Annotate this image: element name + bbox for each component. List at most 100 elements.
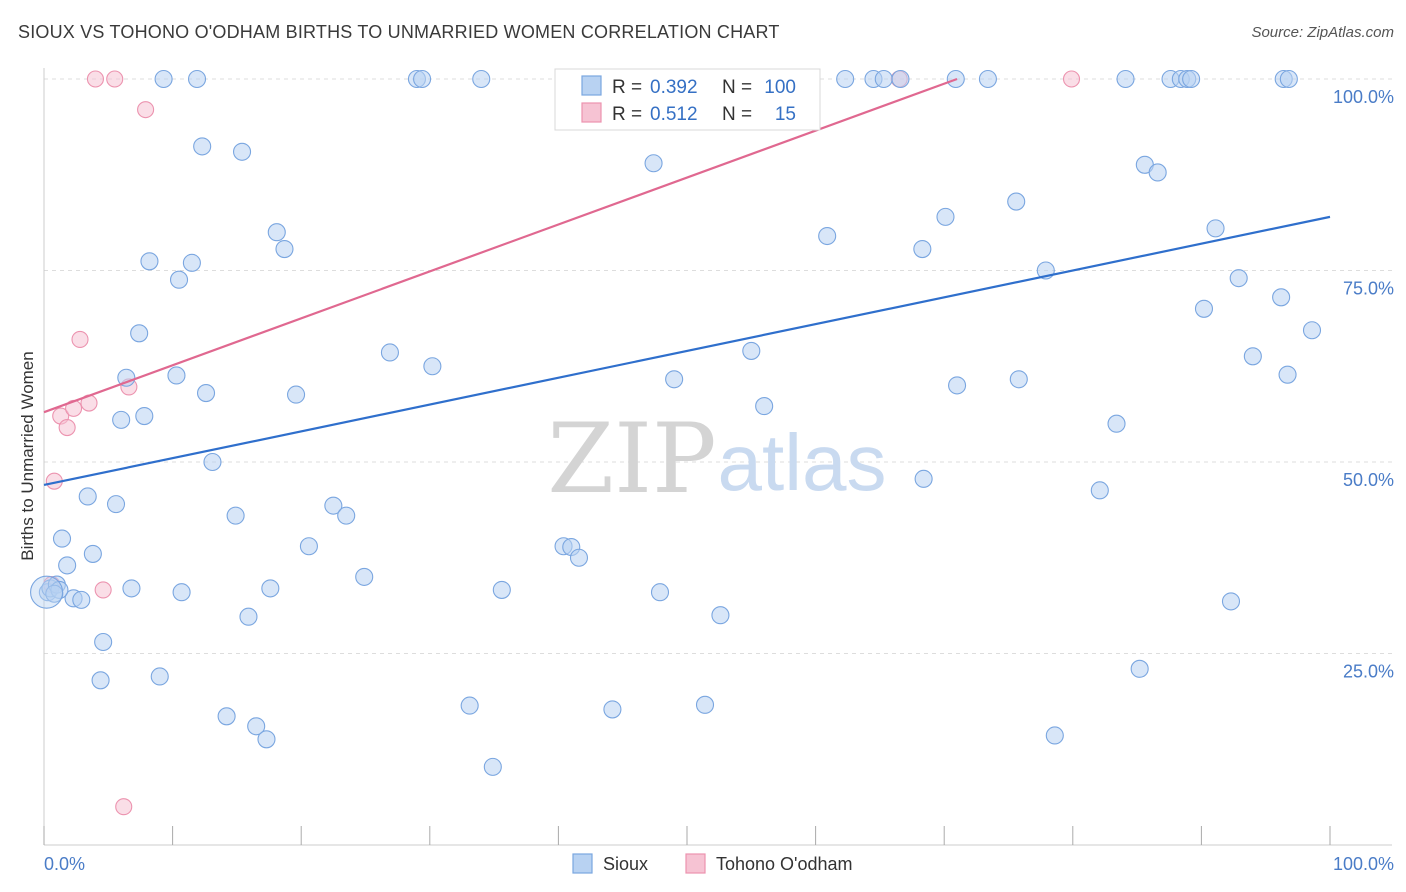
sioux-point bbox=[1148, 163, 1167, 182]
sioux-point bbox=[58, 556, 77, 575]
sioux-point bbox=[711, 606, 730, 625]
x-tick-label-min: 0.0% bbox=[44, 854, 85, 874]
legend-swatch-tohono bbox=[581, 102, 602, 123]
sioux-point bbox=[299, 537, 318, 556]
tohono-point bbox=[94, 581, 112, 599]
legend-r-value-tohono: 0.512 bbox=[650, 104, 698, 125]
sioux-point bbox=[891, 69, 910, 89]
sioux-point bbox=[755, 397, 774, 416]
sioux-point bbox=[83, 544, 102, 563]
watermark: ZIP atlas bbox=[547, 403, 886, 515]
sioux-point bbox=[94, 632, 113, 652]
sioux-point bbox=[460, 696, 479, 715]
sioux-point bbox=[569, 548, 589, 567]
sioux-point bbox=[257, 730, 276, 749]
sioux-point bbox=[140, 252, 159, 271]
legend-r-value-sioux: 0.392 bbox=[650, 77, 698, 98]
sioux-point bbox=[1007, 192, 1026, 211]
sioux-point bbox=[196, 384, 216, 403]
sioux-point bbox=[483, 757, 502, 776]
bottom-legend: Sioux Tohono O'odham bbox=[572, 853, 853, 874]
sioux-point bbox=[818, 226, 837, 246]
sioux-point bbox=[150, 667, 169, 686]
tohono-point bbox=[58, 418, 76, 437]
sioux-point bbox=[603, 700, 622, 719]
sioux-point bbox=[267, 223, 286, 242]
sioux-point bbox=[1302, 321, 1322, 340]
sioux-point bbox=[742, 341, 761, 360]
sioux-point bbox=[1107, 414, 1126, 433]
sioux-point bbox=[1279, 69, 1298, 89]
sioux-point bbox=[1221, 592, 1241, 611]
sioux-point bbox=[1229, 269, 1248, 288]
sioux-point bbox=[106, 495, 126, 514]
sioux-point bbox=[135, 406, 154, 426]
sioux-point bbox=[247, 717, 266, 736]
legend-r-label-tohono: R = bbox=[612, 104, 642, 125]
tohono-point bbox=[86, 70, 104, 88]
legend-n-value-tohono: 15 bbox=[775, 104, 796, 125]
sioux-point bbox=[874, 69, 893, 89]
sioux-point bbox=[914, 469, 933, 488]
bottom-legend-swatch-tohono bbox=[685, 853, 706, 874]
sioux-point bbox=[112, 410, 131, 429]
sioux-point bbox=[122, 579, 141, 598]
tohono-point bbox=[106, 70, 124, 88]
sioux-point bbox=[1090, 481, 1109, 500]
sioux-point bbox=[117, 368, 136, 387]
sioux-point bbox=[275, 240, 294, 259]
legend-swatch-sioux bbox=[581, 75, 602, 96]
sioux-point bbox=[1130, 659, 1149, 678]
sioux-point bbox=[261, 579, 280, 598]
sioux-point bbox=[492, 580, 511, 599]
gridlines bbox=[44, 78, 1392, 654]
sioux-point bbox=[287, 385, 306, 404]
sioux-point bbox=[1116, 69, 1135, 89]
sioux-points bbox=[30, 69, 1322, 776]
sioux-point bbox=[472, 69, 491, 89]
sioux-point bbox=[1045, 726, 1064, 745]
sioux-point bbox=[380, 343, 399, 362]
sioux-point bbox=[1206, 219, 1225, 238]
bottom-legend-swatch-sioux bbox=[572, 853, 593, 874]
sioux-point bbox=[72, 590, 91, 609]
sioux-point bbox=[695, 695, 715, 714]
bottom-legend-label-sioux: Sioux bbox=[603, 854, 648, 874]
sioux-point bbox=[978, 69, 997, 89]
sioux-point bbox=[423, 357, 442, 376]
chart-source: Source: ZipAtlas.com bbox=[1251, 24, 1394, 41]
trendlines bbox=[43, 77, 1331, 487]
legend-n-value-sioux: 100 bbox=[764, 77, 796, 98]
sioux-point bbox=[78, 487, 97, 506]
legend-r-label-sioux: R = bbox=[612, 77, 642, 98]
top-legend: R = 0.392 N = 100 R = 0.512 N = 15 bbox=[554, 68, 821, 131]
sioux-point bbox=[936, 207, 955, 226]
sioux-point bbox=[948, 376, 967, 395]
watermark-atlas: atlas bbox=[718, 418, 887, 507]
sioux-point bbox=[154, 69, 173, 89]
sioux-point bbox=[1272, 288, 1291, 307]
y-tick-label-0: 25.0% bbox=[1343, 662, 1394, 682]
sioux-point bbox=[182, 253, 201, 272]
y-tick-labels: 25.0% 50.0% 75.0% 100.0% bbox=[1333, 87, 1394, 682]
sioux-point bbox=[203, 452, 222, 472]
sioux-point bbox=[1278, 365, 1297, 384]
sioux-point bbox=[187, 69, 207, 89]
sioux-point bbox=[91, 671, 110, 690]
sioux-point bbox=[226, 506, 245, 525]
sioux-trendline bbox=[43, 215, 1331, 487]
sioux-point bbox=[1009, 370, 1028, 389]
tohono-point bbox=[1062, 70, 1081, 88]
sioux-point bbox=[239, 607, 258, 626]
legend-n-label-tohono: N = bbox=[722, 104, 752, 125]
sioux-point bbox=[217, 707, 236, 726]
tohono-point bbox=[71, 330, 89, 348]
bottom-legend-label-tohono: Tohono O'odham bbox=[716, 854, 853, 874]
x-tick-label-max: 100.0% bbox=[1333, 854, 1394, 874]
sioux-point bbox=[355, 567, 374, 586]
sioux-point-cluster bbox=[30, 575, 64, 609]
sioux-point bbox=[913, 240, 932, 259]
sioux-point bbox=[413, 69, 432, 89]
y-tick-label-3: 100.0% bbox=[1333, 87, 1394, 107]
